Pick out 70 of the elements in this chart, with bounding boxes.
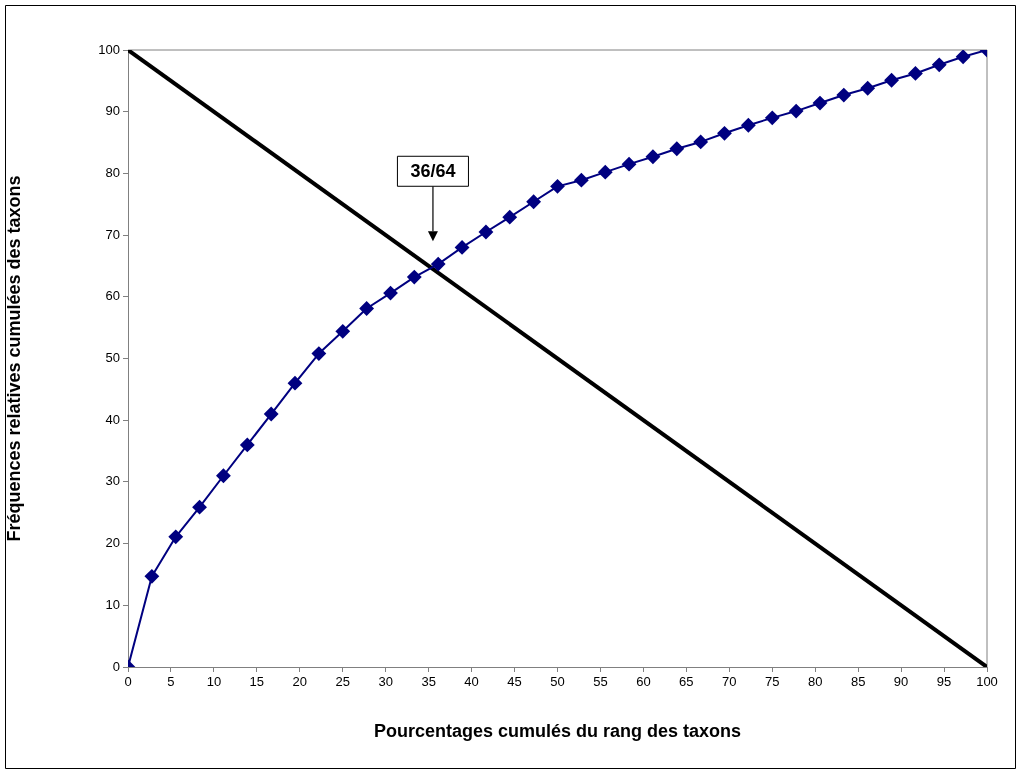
y-tick-label: 100 bbox=[98, 41, 120, 57]
x-tick-label: 95 bbox=[936, 674, 952, 690]
x-tick-label: 50 bbox=[550, 674, 565, 690]
point bbox=[311, 346, 326, 361]
x-tick-label: 80 bbox=[807, 674, 823, 690]
x-tick-label: 70 bbox=[722, 674, 737, 690]
y-tick-label: 0 bbox=[112, 658, 120, 674]
point bbox=[645, 149, 660, 164]
point bbox=[335, 324, 350, 339]
point bbox=[240, 437, 255, 452]
point bbox=[813, 96, 828, 111]
point bbox=[622, 157, 637, 172]
x-tick-label: 0 bbox=[124, 674, 132, 690]
point bbox=[908, 66, 923, 81]
point bbox=[860, 81, 875, 96]
point bbox=[669, 141, 684, 156]
x-tick-label: 10 bbox=[206, 674, 222, 690]
y-tick-label: 10 bbox=[105, 596, 120, 612]
x-tick-label: 25 bbox=[335, 674, 350, 690]
x-tick-label: 60 bbox=[636, 674, 651, 690]
point bbox=[383, 286, 398, 301]
point bbox=[478, 225, 493, 240]
point bbox=[168, 529, 183, 544]
x-tick-label: 5 bbox=[167, 674, 175, 690]
point bbox=[264, 407, 279, 422]
point bbox=[526, 194, 541, 209]
x-tick-label: 45 bbox=[507, 674, 522, 690]
point bbox=[287, 376, 302, 391]
y-tick-label: 80 bbox=[105, 164, 120, 180]
point bbox=[359, 301, 374, 316]
point bbox=[717, 126, 732, 141]
x-tick-label: 15 bbox=[249, 674, 265, 690]
annotation: 36/64 bbox=[410, 161, 456, 182]
x-tick-label: 30 bbox=[378, 674, 393, 690]
y-tick-label: 40 bbox=[105, 411, 120, 427]
point bbox=[550, 179, 565, 194]
x-tick-label: 65 bbox=[679, 674, 694, 690]
x-tick-label: 20 bbox=[292, 674, 308, 690]
y-tick-label: 90 bbox=[105, 103, 120, 119]
point bbox=[789, 104, 804, 119]
point bbox=[407, 270, 422, 285]
x-tick-label: 40 bbox=[464, 674, 479, 690]
x-axis-title: Pourcentages cumulés du rang des taxons bbox=[373, 721, 742, 742]
point bbox=[574, 173, 589, 188]
x-tick-label: 100 bbox=[976, 674, 998, 690]
y-tick-label: 60 bbox=[105, 288, 120, 304]
point bbox=[216, 468, 231, 483]
point bbox=[741, 118, 756, 133]
x-tick-label: 75 bbox=[765, 674, 780, 690]
x-tick-label: 90 bbox=[893, 674, 909, 690]
point bbox=[956, 50, 971, 64]
y-tick-label: 70 bbox=[105, 226, 120, 242]
x-tick-label: 85 bbox=[850, 674, 866, 690]
y-tick-label: 50 bbox=[105, 350, 120, 366]
point bbox=[455, 240, 470, 255]
x-tick-label: 35 bbox=[421, 674, 436, 690]
x-tick-label: 55 bbox=[593, 674, 608, 690]
point bbox=[884, 73, 899, 88]
point bbox=[765, 110, 780, 125]
point bbox=[144, 569, 159, 584]
point bbox=[431, 257, 446, 272]
y-axis-title: Fréquences relatives cumulées des taxons bbox=[3, 175, 24, 542]
point bbox=[836, 88, 851, 103]
point bbox=[693, 134, 708, 149]
point bbox=[932, 57, 947, 72]
point bbox=[598, 165, 613, 180]
point bbox=[192, 500, 207, 515]
y-tick-label: 30 bbox=[105, 473, 120, 489]
point bbox=[502, 210, 517, 225]
y-tick-label: 20 bbox=[105, 535, 120, 551]
